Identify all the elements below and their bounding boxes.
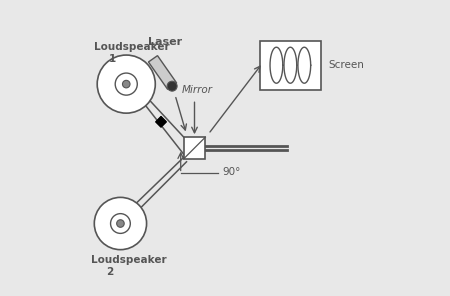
Text: Screen: Screen (328, 60, 364, 70)
Circle shape (122, 80, 130, 88)
Text: Loudspeaker: Loudspeaker (94, 42, 170, 52)
Bar (184, 137, 205, 159)
Text: 1: 1 (109, 54, 116, 64)
Circle shape (94, 197, 147, 250)
Circle shape (117, 220, 124, 227)
Ellipse shape (167, 81, 177, 91)
Bar (260, 41, 321, 90)
Text: Laser: Laser (148, 37, 183, 47)
Circle shape (97, 55, 155, 113)
Text: 2: 2 (106, 267, 113, 277)
Bar (148, 56, 177, 89)
Circle shape (115, 73, 137, 95)
Text: 90°: 90° (223, 167, 241, 177)
Circle shape (111, 214, 130, 233)
Text: Loudspeaker: Loudspeaker (91, 255, 167, 266)
Text: Mirror: Mirror (182, 85, 213, 95)
Polygon shape (156, 117, 166, 127)
